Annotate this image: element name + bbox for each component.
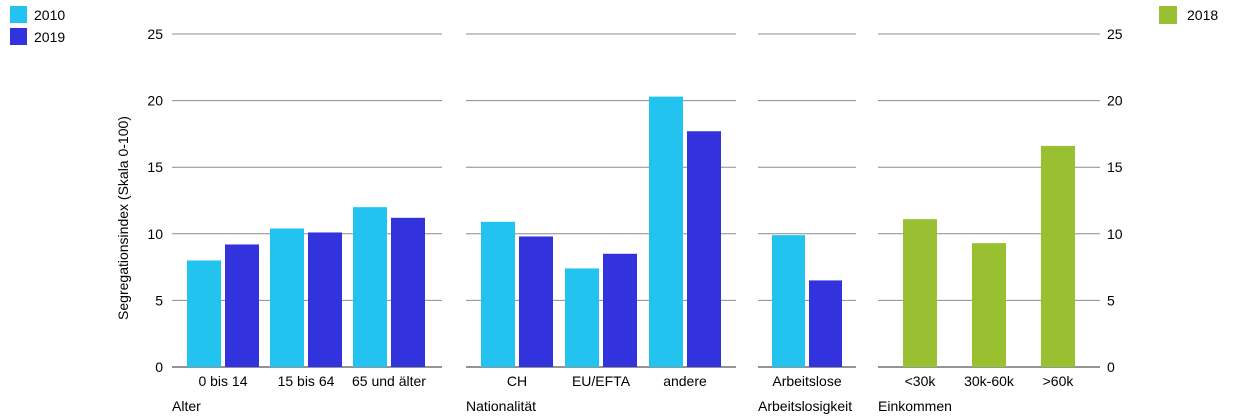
x-tick-label: CH bbox=[507, 373, 527, 389]
x-tick-label: <30k bbox=[905, 373, 937, 389]
y-tick-label-left: 5 bbox=[155, 292, 163, 308]
bar bbox=[772, 235, 805, 367]
bar bbox=[603, 253, 637, 367]
bar bbox=[903, 219, 937, 367]
x-tick-label: 15 bis 64 bbox=[278, 373, 335, 389]
bar bbox=[1041, 145, 1075, 367]
x-tick-label: >60k bbox=[1043, 373, 1075, 389]
bar bbox=[519, 236, 553, 367]
bar bbox=[391, 217, 425, 367]
bar bbox=[687, 131, 721, 367]
bar bbox=[972, 243, 1006, 367]
bar bbox=[225, 244, 259, 367]
category-labels: 0 bis 14 15 bis 64 65 und älter Alter CH EU/E… bbox=[172, 373, 1074, 414]
y-tick-label-right: 25 bbox=[1107, 26, 1123, 42]
bar bbox=[481, 221, 515, 367]
y-tick-label-left: 15 bbox=[147, 159, 163, 175]
legend: 2010 2019 2018 bbox=[10, 6, 1218, 45]
bar bbox=[270, 228, 304, 367]
y-tick-label-right: 20 bbox=[1107, 93, 1123, 109]
y-tick-label-right: 10 bbox=[1107, 226, 1123, 242]
group-label: Alter bbox=[172, 398, 201, 414]
bar bbox=[187, 260, 221, 367]
x-tick-label: andere bbox=[663, 373, 707, 389]
group-label: Arbeitslosigkeit bbox=[758, 398, 852, 414]
legend-label: 2019 bbox=[34, 29, 65, 45]
legend-swatch bbox=[1159, 6, 1177, 24]
bar bbox=[649, 96, 683, 367]
legend-swatch bbox=[10, 6, 27, 23]
y-tick-label-right: 0 bbox=[1107, 359, 1115, 375]
y-axis-label: Segregationsindex (Skala 0-100) bbox=[115, 116, 131, 320]
bar bbox=[809, 280, 842, 367]
x-tick-label: 65 und älter bbox=[352, 373, 426, 389]
legend-label: 2010 bbox=[34, 7, 65, 23]
bar bbox=[308, 232, 342, 367]
group-label: Nationalität bbox=[466, 398, 536, 414]
axes: 0 0 5 5 10 10 15 15 20 20 25 25 bbox=[147, 26, 1122, 375]
bar bbox=[353, 207, 387, 367]
y-tick-label-left: 0 bbox=[155, 359, 163, 375]
x-tick-label: EU/EFTA bbox=[572, 373, 631, 389]
x-tick-label: 30k-60k bbox=[964, 373, 1015, 389]
y-tick-label-left: 20 bbox=[147, 93, 163, 109]
bars bbox=[187, 96, 1075, 367]
legend-label: 2018 bbox=[1187, 7, 1218, 23]
y-tick-label-right: 5 bbox=[1107, 292, 1115, 308]
x-tick-label: 0 bis 14 bbox=[198, 373, 247, 389]
x-tick-label: Arbeitslose bbox=[772, 373, 841, 389]
y-tick-label-left: 25 bbox=[147, 26, 163, 42]
bar bbox=[565, 268, 599, 367]
y-tick-label-right: 15 bbox=[1107, 159, 1123, 175]
y-tick-label-left: 10 bbox=[147, 226, 163, 242]
group-label: Einkommen bbox=[878, 398, 952, 414]
legend-swatch bbox=[10, 28, 27, 45]
